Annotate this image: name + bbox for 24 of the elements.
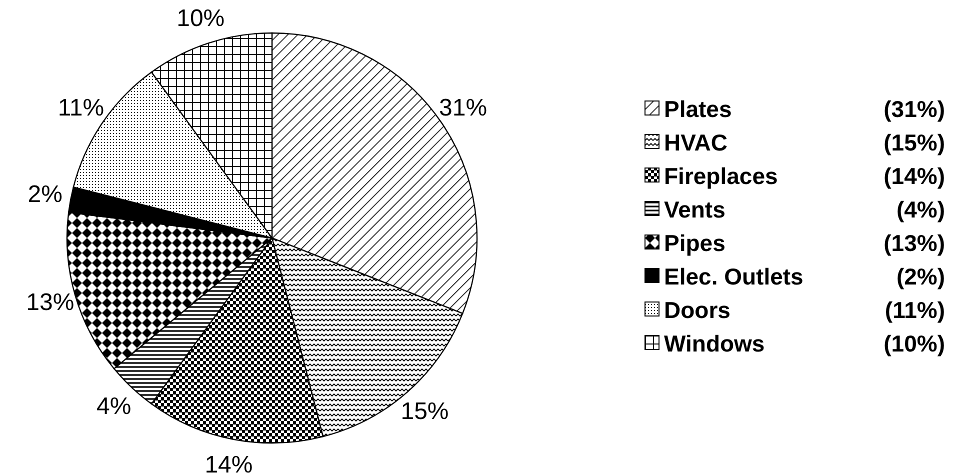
text: (14%) <box>884 163 945 189</box>
text: (31%) <box>884 96 945 122</box>
data-label: 13% <box>26 288 74 316</box>
text: (10%) <box>884 330 945 356</box>
legend-label: Vents <box>664 196 726 222</box>
data-label: 11% <box>58 94 104 122</box>
legend-label: Pipes <box>664 230 726 256</box>
legend-label: Elec. Outlets <box>664 264 804 290</box>
text: (4%) <box>896 196 945 222</box>
legend-label: Plates <box>664 96 732 122</box>
legend-label: Windows <box>664 330 765 356</box>
data-label: 4% <box>96 392 132 420</box>
legend-label: Fireplaces <box>664 163 778 189</box>
data-label: 14% <box>204 451 253 475</box>
legend-label: HVAC <box>664 130 728 156</box>
data-label: 10% <box>176 4 225 32</box>
data-label: 2% <box>28 181 62 208</box>
text: (2%) <box>896 264 945 290</box>
legend-label: Doors <box>664 297 730 323</box>
data-label: 31% <box>439 94 488 122</box>
text: (13%) <box>884 230 945 256</box>
text: (15%) <box>884 130 945 156</box>
text: (11%) <box>884 297 945 323</box>
data-label: 15% <box>400 398 449 425</box>
